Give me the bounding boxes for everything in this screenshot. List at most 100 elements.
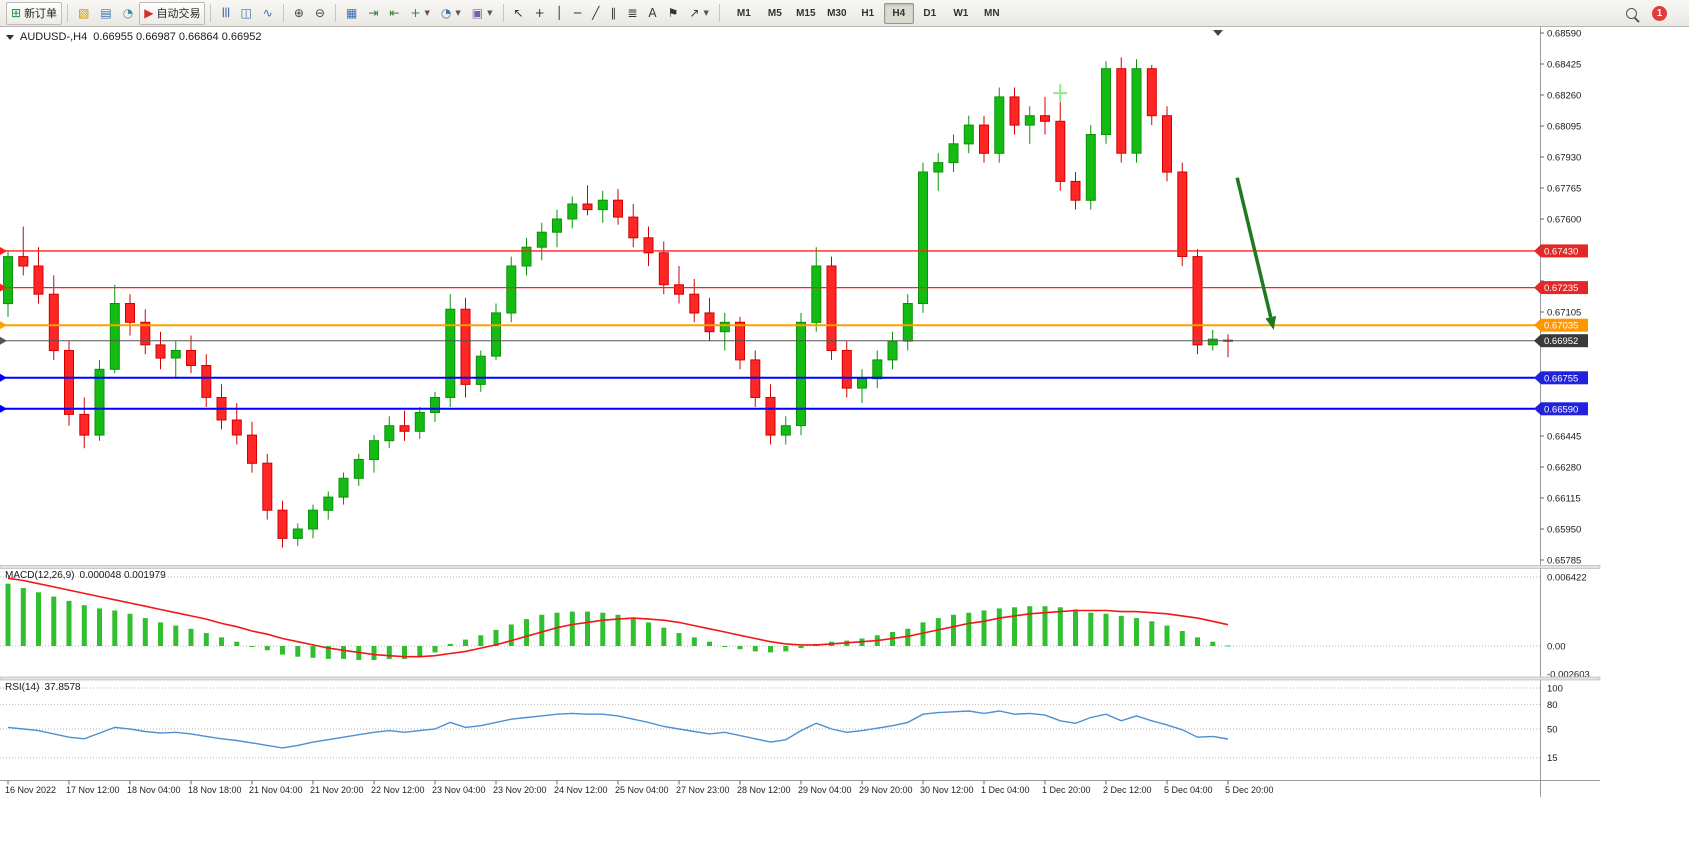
macd-name: MACD(12,26,9) xyxy=(5,570,75,581)
new-chart-icon: + xyxy=(410,6,421,20)
svg-text:27 Nov 23:00: 27 Nov 23:00 xyxy=(676,785,730,795)
rsi-name: RSI(14) xyxy=(5,682,40,693)
cursor-button[interactable]: ↖ xyxy=(509,2,529,25)
timeframe-m5-button[interactable]: M5 xyxy=(767,7,782,19)
autotrading-icon: ▶ xyxy=(144,6,154,20)
zoom-out-icon: ⊖ xyxy=(314,6,325,20)
svg-text:0.006422: 0.006422 xyxy=(1547,573,1587,584)
toolbar-separator xyxy=(67,4,69,22)
svg-text:18 Nov 04:00: 18 Nov 04:00 xyxy=(127,785,181,795)
label-tool-button[interactable]: ⚑ xyxy=(663,2,684,25)
toolbar-right: 1 xyxy=(1621,2,1683,25)
crosshair-button[interactable]: + xyxy=(530,2,550,25)
dropdown-caret-icon: ▼ xyxy=(424,9,430,17)
new-chart-button[interactable]: + ▼ xyxy=(405,2,434,25)
toolbar-separator xyxy=(282,4,284,22)
profiles-icon-icon: ▤ xyxy=(100,6,112,20)
chart-shift-button[interactable]: ⇤ xyxy=(384,2,404,25)
search-button[interactable] xyxy=(1621,2,1642,25)
svg-text:0.66755: 0.66755 xyxy=(1544,373,1578,384)
bar-chart-button[interactable]: ||| xyxy=(216,2,234,25)
svg-text:100: 100 xyxy=(1547,684,1563,695)
zoom-out-button[interactable]: ⊖ xyxy=(310,2,330,25)
toolbar-group: ▦ ⇥ ⇤ + ▼ ◔ ▼ ▣ ▼ xyxy=(341,2,498,25)
new-order-button[interactable]: ⊞ 新订单 xyxy=(6,1,63,25)
svg-text:21 Nov 04:00: 21 Nov 04:00 xyxy=(249,785,303,795)
svg-text:23 Nov 04:00: 23 Nov 04:00 xyxy=(432,785,486,795)
svg-text:0.65785: 0.65785 xyxy=(1547,556,1581,567)
zoom-in-button[interactable]: ⊕ xyxy=(289,2,309,25)
chart-dropdown-icon[interactable] xyxy=(6,34,14,40)
fibonacci-icon: ≣ xyxy=(627,6,638,20)
rsi-indicator-label: RSI(14) 37.8578 xyxy=(5,682,81,693)
svg-text:22 Nov 12:00: 22 Nov 12:00 xyxy=(371,785,425,795)
svg-text:0.67765: 0.67765 xyxy=(1547,184,1581,195)
svg-text:0.00: 0.00 xyxy=(1547,642,1566,653)
timeframe-m30-button[interactable]: M30 xyxy=(827,7,847,19)
shapes-button[interactable]: ↗ ▼ xyxy=(684,2,713,25)
search-icon xyxy=(1626,7,1637,19)
svg-text:21 Nov 20:00: 21 Nov 20:00 xyxy=(310,785,364,795)
toolbar-group: ↖ + │ ─ ╱ ∥ ≣ A ⚑ ↗ ▼ xyxy=(509,2,714,25)
candlestick-chart-button[interactable]: ◫ xyxy=(235,2,256,25)
templates-button[interactable]: ▣ ▼ xyxy=(467,2,498,25)
autotrading-button-label: 自动交易 xyxy=(156,8,201,20)
svg-text:1 Dec 20:00: 1 Dec 20:00 xyxy=(1042,785,1091,795)
timeframe-m1-button[interactable]: M1 xyxy=(736,7,751,19)
toolbar-group: ⊞ 新订单 xyxy=(6,1,63,25)
charts-icon-button[interactable]: ▧ xyxy=(73,2,94,25)
timeframe-h1-button[interactable]: H1 xyxy=(861,7,875,19)
text-tool-button[interactable]: A xyxy=(643,2,661,25)
svg-text:0.68260: 0.68260 xyxy=(1547,91,1581,102)
profiles-icon-button[interactable]: ▤ xyxy=(95,2,116,25)
charts-icon-icon: ▧ xyxy=(78,6,90,20)
svg-text:5 Dec 20:00: 5 Dec 20:00 xyxy=(1225,785,1274,795)
channel-button[interactable]: ∥ xyxy=(605,2,621,25)
fibonacci-button[interactable]: ≣ xyxy=(622,2,642,25)
svg-text:0.67600: 0.67600 xyxy=(1547,215,1581,226)
rsi-value: 37.8578 xyxy=(44,682,81,693)
svg-text:1 Dec 04:00: 1 Dec 04:00 xyxy=(981,785,1030,795)
auto-scroll-button[interactable]: ⇥ xyxy=(363,2,383,25)
svg-text:0.67035: 0.67035 xyxy=(1544,321,1578,332)
chart-ohlc-values: 0.66955 0.66987 0.66864 0.66952 xyxy=(93,31,262,43)
timeframe-mn-button[interactable]: MN xyxy=(984,7,1000,19)
svg-text:29 Nov 04:00: 29 Nov 04:00 xyxy=(798,785,852,795)
svg-text:23 Nov 20:00: 23 Nov 20:00 xyxy=(493,785,547,795)
text-tool-icon: A xyxy=(648,6,657,20)
tile-windows-button[interactable]: ▦ xyxy=(341,2,362,25)
trendline-icon: ╱ xyxy=(592,6,600,20)
svg-text:2 Dec 12:00: 2 Dec 12:00 xyxy=(1103,785,1152,795)
notification-badge[interactable]: 1 xyxy=(1652,5,1667,21)
trendline-button[interactable]: ╱ xyxy=(587,2,604,25)
svg-text:29 Nov 20:00: 29 Nov 20:00 xyxy=(859,785,913,795)
timeframe-d1-button[interactable]: D1 xyxy=(923,7,937,19)
svg-text:18 Nov 18:00: 18 Nov 18:00 xyxy=(188,785,242,795)
svg-text:0.66445: 0.66445 xyxy=(1547,432,1581,443)
templates-icon: ▣ xyxy=(471,6,484,20)
svg-text:0.67105: 0.67105 xyxy=(1547,308,1581,319)
vertical-line-button[interactable]: │ xyxy=(551,2,568,25)
svg-text:15: 15 xyxy=(1547,753,1558,764)
candlestick-chart-icon: ◫ xyxy=(240,6,252,20)
svg-text:25 Nov 04:00: 25 Nov 04:00 xyxy=(615,785,669,795)
zoom-in-icon: ⊕ xyxy=(293,6,304,20)
timeframe-h4-button[interactable]: H4 xyxy=(883,2,914,24)
new-order-icon: ⊞ xyxy=(11,6,22,20)
periods-icon: ◔ xyxy=(440,6,452,20)
toolbar-separator xyxy=(718,4,720,22)
sounds-icon-button[interactable]: ◔ xyxy=(118,2,138,25)
svg-text:-0.002603: -0.002603 xyxy=(1547,670,1590,681)
horizontal-line-button[interactable]: ─ xyxy=(569,2,586,25)
line-chart-button[interactable]: ∿ xyxy=(258,2,278,25)
svg-text:0.65950: 0.65950 xyxy=(1547,525,1581,536)
autotrading-button[interactable]: ▶ 自动交易 xyxy=(139,1,206,25)
timeframe-w1-button[interactable]: W1 xyxy=(953,7,969,19)
toolbar-group: ▧ ▤ ◔ ▶ 自动交易 xyxy=(73,1,206,25)
toolbar-separator xyxy=(210,4,212,22)
sounds-icon-icon: ◔ xyxy=(122,6,134,20)
periods-button[interactable]: ◔ ▼ xyxy=(436,2,466,25)
toolbar-separator xyxy=(502,4,504,22)
timeframe-m15-button[interactable]: M15 xyxy=(796,7,816,19)
